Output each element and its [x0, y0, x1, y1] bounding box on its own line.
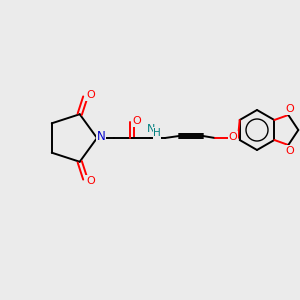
Text: N: N — [147, 124, 155, 134]
Text: O: O — [285, 146, 294, 156]
Text: O: O — [285, 104, 294, 114]
Text: O: O — [86, 176, 95, 186]
Text: H: H — [153, 128, 161, 138]
Text: O: O — [229, 132, 237, 142]
Text: O: O — [133, 116, 141, 126]
Text: N: N — [97, 130, 105, 143]
Text: O: O — [86, 90, 95, 100]
